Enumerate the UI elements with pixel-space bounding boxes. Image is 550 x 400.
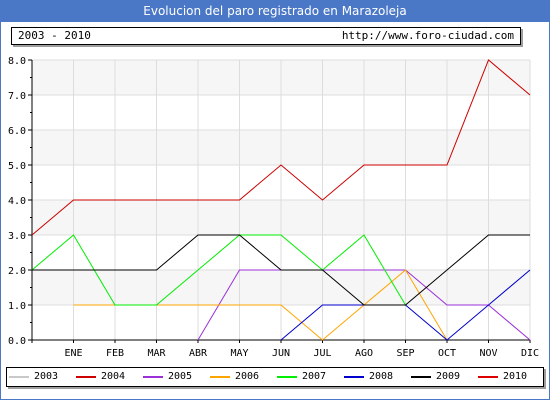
legend-item-2006: 2006 (208, 368, 275, 386)
legend-item-2010: 2010 (476, 368, 543, 386)
info-box: 2003 - 2010 http://www.foro-ciudad.com (11, 27, 521, 45)
legend-swatch (411, 376, 431, 378)
y-tick-label: 5.0 (8, 161, 26, 172)
y-tick-label: 8.0 (8, 56, 26, 67)
legend-item-2005: 2005 (141, 368, 208, 386)
legend-item-2007: 2007 (275, 368, 342, 386)
x-tick-label: MAR (147, 348, 166, 359)
legend-swatch (277, 376, 297, 378)
legend-swatch (76, 376, 96, 378)
legend-swatch (143, 376, 163, 378)
legend-item-2004: 2004 (74, 368, 141, 386)
legend-label: 2010 (503, 371, 528, 382)
legend-swatch (9, 376, 29, 378)
x-tick-labels: ENE FEB MAR ABR MAY JUN JUL AGO SEP OCT NOV DIC (64, 348, 539, 359)
y-tick-label: 0.0 (8, 336, 26, 347)
legend-item-2003: 2003 (7, 368, 74, 386)
x-tick-label: JUN (272, 348, 290, 359)
series-lines (31, 59, 531, 341)
y-tick-label: 6.0 (8, 126, 26, 137)
x-tick-label: AGO (355, 348, 373, 359)
y-tick-label: 4.0 (8, 196, 26, 207)
x-tick-label: ENE (64, 348, 82, 359)
y-tick-label: 1.0 (8, 301, 26, 312)
legend-label: 2009 (436, 371, 461, 382)
legend-label: 2003 (34, 371, 59, 382)
x-tick-label: OCT (438, 348, 456, 359)
legend-label: 2008 (369, 371, 394, 382)
legend-label: 2005 (168, 371, 193, 382)
period-label: 2003 - 2010 (18, 29, 91, 42)
legend: 2003 2004 2005 2006 2007 2008 2009 2010 (6, 367, 544, 387)
series-line-2009 (32, 234, 530, 306)
legend-label: 2004 (101, 371, 126, 382)
x-tick-label: NOV (479, 348, 497, 359)
legend-swatch (344, 376, 364, 378)
legend-swatch (210, 376, 230, 378)
x-tick-label: SEP (396, 348, 414, 359)
legend-item-2008: 2008 (342, 368, 409, 386)
y-tick-label: 7.0 (8, 91, 26, 102)
x-tick-label: JUL (313, 348, 331, 359)
source-url: http://www.foro-ciudad.com (341, 29, 514, 42)
legend-label: 2006 (235, 371, 260, 382)
chart-title: Evolucion del paro registrado en Marazol… (0, 0, 550, 22)
legend-swatch (478, 376, 498, 378)
series-line-2005 (197, 269, 531, 341)
x-tick-label: ABR (189, 348, 208, 359)
y-tick-labels: 0.0 1.0 2.0 3.0 4.0 5.0 6.0 7.0 8.0 (8, 56, 26, 347)
x-tick-label: FEB (106, 348, 124, 359)
legend-item-2009: 2009 (409, 368, 476, 386)
series-line-2004 (31, 59, 531, 236)
legend-label: 2007 (302, 371, 327, 382)
y-tick-label: 2.0 (8, 266, 26, 277)
x-tick-label: MAY (230, 348, 248, 359)
y-tick-label: 3.0 (8, 231, 26, 242)
x-tick-label: DIC (521, 348, 539, 359)
